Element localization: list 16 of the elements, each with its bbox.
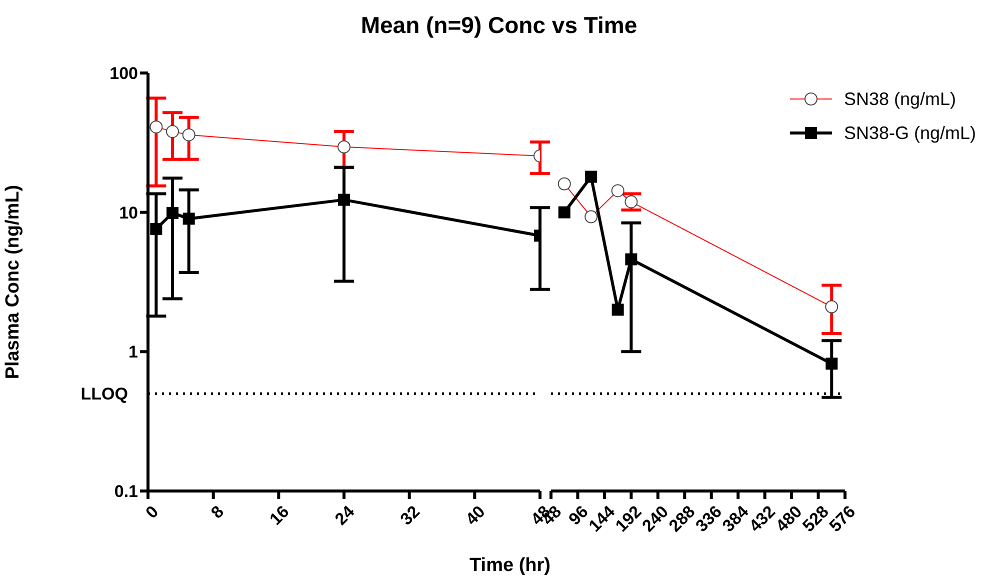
- x-tick-label: 32: [396, 502, 424, 529]
- legend-label: SN38-G (ng/mL): [844, 122, 976, 144]
- y-tick-label: 0.1: [114, 482, 138, 502]
- x-axis-title: Time (hr): [468, 555, 552, 577]
- ref-line-label: LLOQ: [80, 384, 128, 404]
- y-tick-label: 10: [119, 203, 138, 222]
- x-tick-label: 40: [462, 502, 489, 529]
- x-tick-label: 8: [207, 502, 228, 522]
- legend-label: SN38 (ng/mL): [844, 88, 956, 110]
- x-tick-label: 16: [266, 502, 293, 529]
- chart-title: Mean (n=9) Conc vs Time: [360, 12, 638, 39]
- y-axis-title: Plasma Conc (ng/mL): [2, 184, 24, 380]
- y-tick-label: 1: [128, 342, 138, 362]
- x-tick-label: 0: [142, 502, 162, 522]
- x-tick-label: 24: [331, 502, 359, 529]
- y-tick-label: 100: [110, 64, 138, 84]
